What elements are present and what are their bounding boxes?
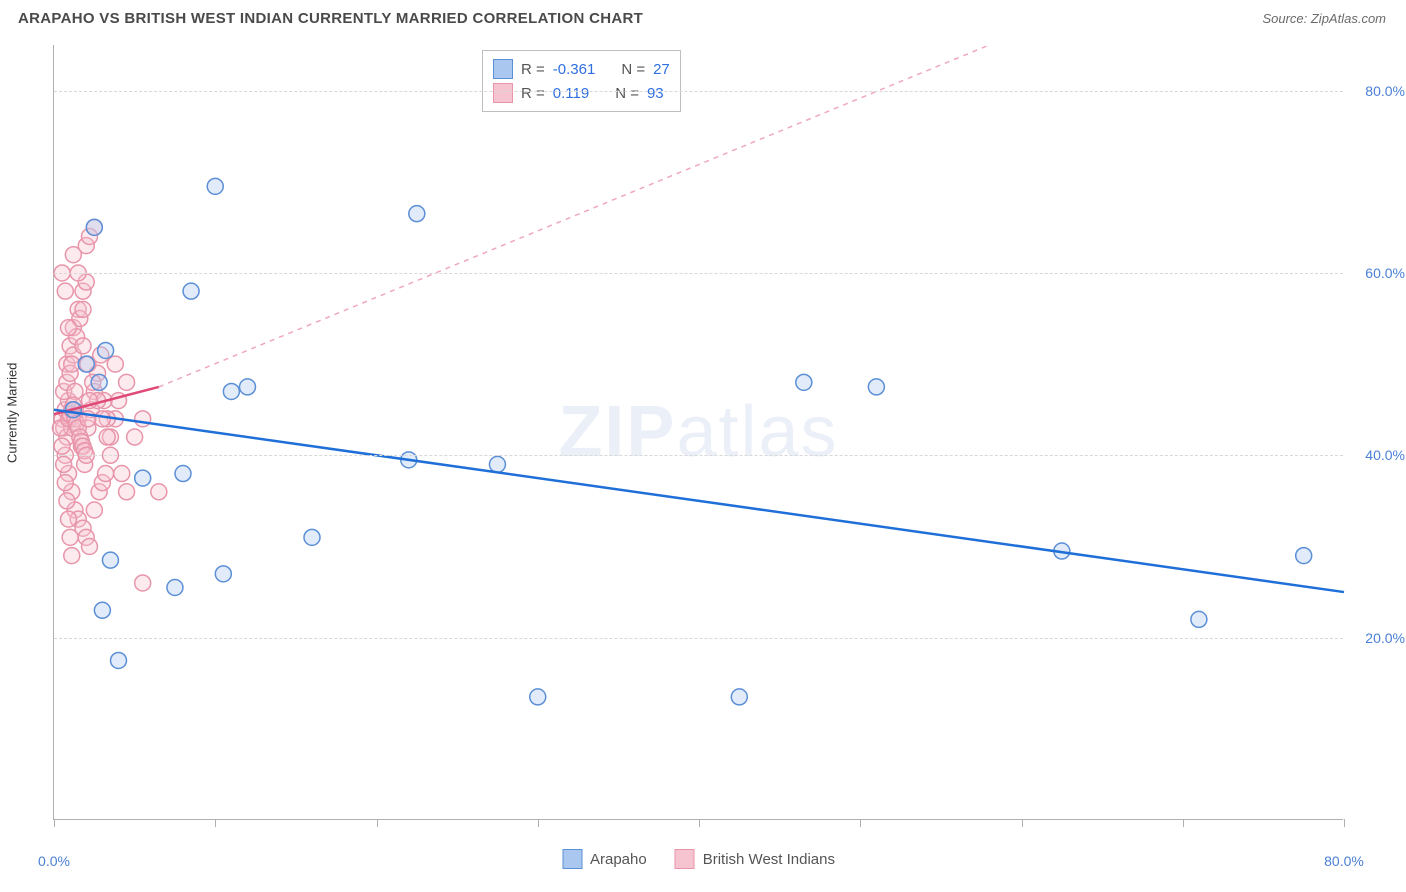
arapaho-point bbox=[223, 383, 239, 399]
r-value: 0.119 bbox=[553, 85, 589, 102]
bwi-point bbox=[61, 320, 77, 336]
series-legend: Arapaho British West Indians bbox=[562, 849, 835, 869]
gridline bbox=[54, 273, 1343, 274]
bwi-point bbox=[65, 247, 81, 263]
gridline bbox=[54, 91, 1343, 92]
arapaho-point bbox=[91, 374, 107, 390]
arapaho-point bbox=[489, 456, 505, 472]
x-tick bbox=[699, 819, 700, 827]
r-label: R = bbox=[521, 85, 545, 102]
y-tick-label: 40.0% bbox=[1365, 447, 1405, 463]
arapaho-point bbox=[1191, 611, 1207, 627]
x-tick bbox=[54, 819, 55, 827]
bwi-point bbox=[64, 548, 80, 564]
legend-swatch bbox=[493, 59, 513, 79]
arapaho-point bbox=[207, 178, 223, 194]
plot-area: ZIPatlas R =-0.361N =27R = 0.119N =93 Ar… bbox=[53, 45, 1343, 820]
bwi-point bbox=[75, 338, 91, 354]
x-tick-label: 0.0% bbox=[38, 853, 70, 869]
arapaho-point bbox=[94, 602, 110, 618]
bwi-point bbox=[75, 301, 91, 317]
legend-item: Arapaho bbox=[562, 849, 647, 869]
x-tick bbox=[860, 819, 861, 827]
bwi-point bbox=[127, 429, 143, 445]
arapaho-point bbox=[409, 206, 425, 222]
y-tick-label: 60.0% bbox=[1365, 265, 1405, 281]
bwi-point bbox=[99, 429, 115, 445]
bwi-point bbox=[56, 456, 72, 472]
x-tick bbox=[1022, 819, 1023, 827]
arapaho-point bbox=[240, 379, 256, 395]
bwi-point bbox=[114, 466, 130, 482]
bwi-point bbox=[57, 475, 73, 491]
correlation-row: R = -0.361 N = 27 bbox=[493, 57, 670, 81]
gridline bbox=[54, 455, 1343, 456]
correlation-row: R = 0.119 N = 93 bbox=[493, 81, 670, 105]
bwi-point bbox=[135, 411, 151, 427]
arapaho-point bbox=[1296, 548, 1312, 564]
arapaho-point bbox=[135, 470, 151, 486]
arapaho-point bbox=[78, 356, 94, 372]
arapaho-point bbox=[215, 566, 231, 582]
y-tick-label: 20.0% bbox=[1365, 630, 1405, 646]
n-value: 93 bbox=[647, 85, 664, 102]
arapaho-point bbox=[183, 283, 199, 299]
y-tick-label: 80.0% bbox=[1365, 83, 1405, 99]
bwi-point bbox=[62, 529, 78, 545]
y-axis-label: Currently Married bbox=[5, 362, 20, 462]
source-attribution: Source: ZipAtlas.com bbox=[1262, 11, 1386, 26]
scatter-svg bbox=[54, 45, 1344, 820]
legend-label: British West Indians bbox=[703, 851, 835, 868]
arapaho-point bbox=[175, 466, 191, 482]
arapaho-point bbox=[304, 529, 320, 545]
legend-swatch bbox=[562, 849, 582, 869]
bwi-point bbox=[81, 538, 97, 554]
x-tick bbox=[1344, 819, 1345, 827]
arapaho-point bbox=[111, 652, 127, 668]
arapaho-point bbox=[796, 374, 812, 390]
arapaho-point bbox=[98, 342, 114, 358]
gridline bbox=[54, 638, 1343, 639]
legend-item: British West Indians bbox=[675, 849, 835, 869]
r-value: -0.361 bbox=[553, 61, 596, 78]
legend-swatch bbox=[675, 849, 695, 869]
arapaho-point bbox=[731, 689, 747, 705]
arapaho-point bbox=[86, 219, 102, 235]
n-label: N = bbox=[615, 85, 639, 102]
bwi-point bbox=[119, 374, 135, 390]
x-tick bbox=[538, 819, 539, 827]
arapaho-point bbox=[868, 379, 884, 395]
bwi-point bbox=[59, 493, 75, 509]
legend-swatch bbox=[493, 83, 513, 103]
correlation-legend: R =-0.361N =27R = 0.119N =93 bbox=[482, 50, 681, 112]
n-label: N = bbox=[621, 61, 645, 78]
bwi-point bbox=[151, 484, 167, 500]
n-value: 27 bbox=[653, 61, 670, 78]
trend-line bbox=[54, 410, 1344, 592]
bwi-point bbox=[119, 484, 135, 500]
bwi-point bbox=[107, 356, 123, 372]
bwi-point bbox=[94, 411, 110, 427]
bwi-point bbox=[64, 356, 80, 372]
r-label: R = bbox=[521, 61, 545, 78]
bwi-point bbox=[86, 502, 102, 518]
x-tick-label: 80.0% bbox=[1324, 853, 1364, 869]
bwi-point bbox=[61, 511, 77, 527]
x-tick bbox=[215, 819, 216, 827]
bwi-point bbox=[57, 283, 73, 299]
arapaho-point bbox=[102, 552, 118, 568]
arapaho-point bbox=[167, 580, 183, 596]
chart-title: ARAPAHO VS BRITISH WEST INDIAN CURRENTLY… bbox=[18, 10, 643, 27]
bwi-point bbox=[135, 575, 151, 591]
arapaho-point bbox=[530, 689, 546, 705]
bwi-point bbox=[98, 466, 114, 482]
x-tick bbox=[377, 819, 378, 827]
bwi-point bbox=[54, 438, 70, 454]
legend-label: Arapaho bbox=[590, 851, 647, 868]
chart-container: Currently Married ZIPatlas R =-0.361N =2… bbox=[18, 40, 1388, 885]
x-tick bbox=[1183, 819, 1184, 827]
